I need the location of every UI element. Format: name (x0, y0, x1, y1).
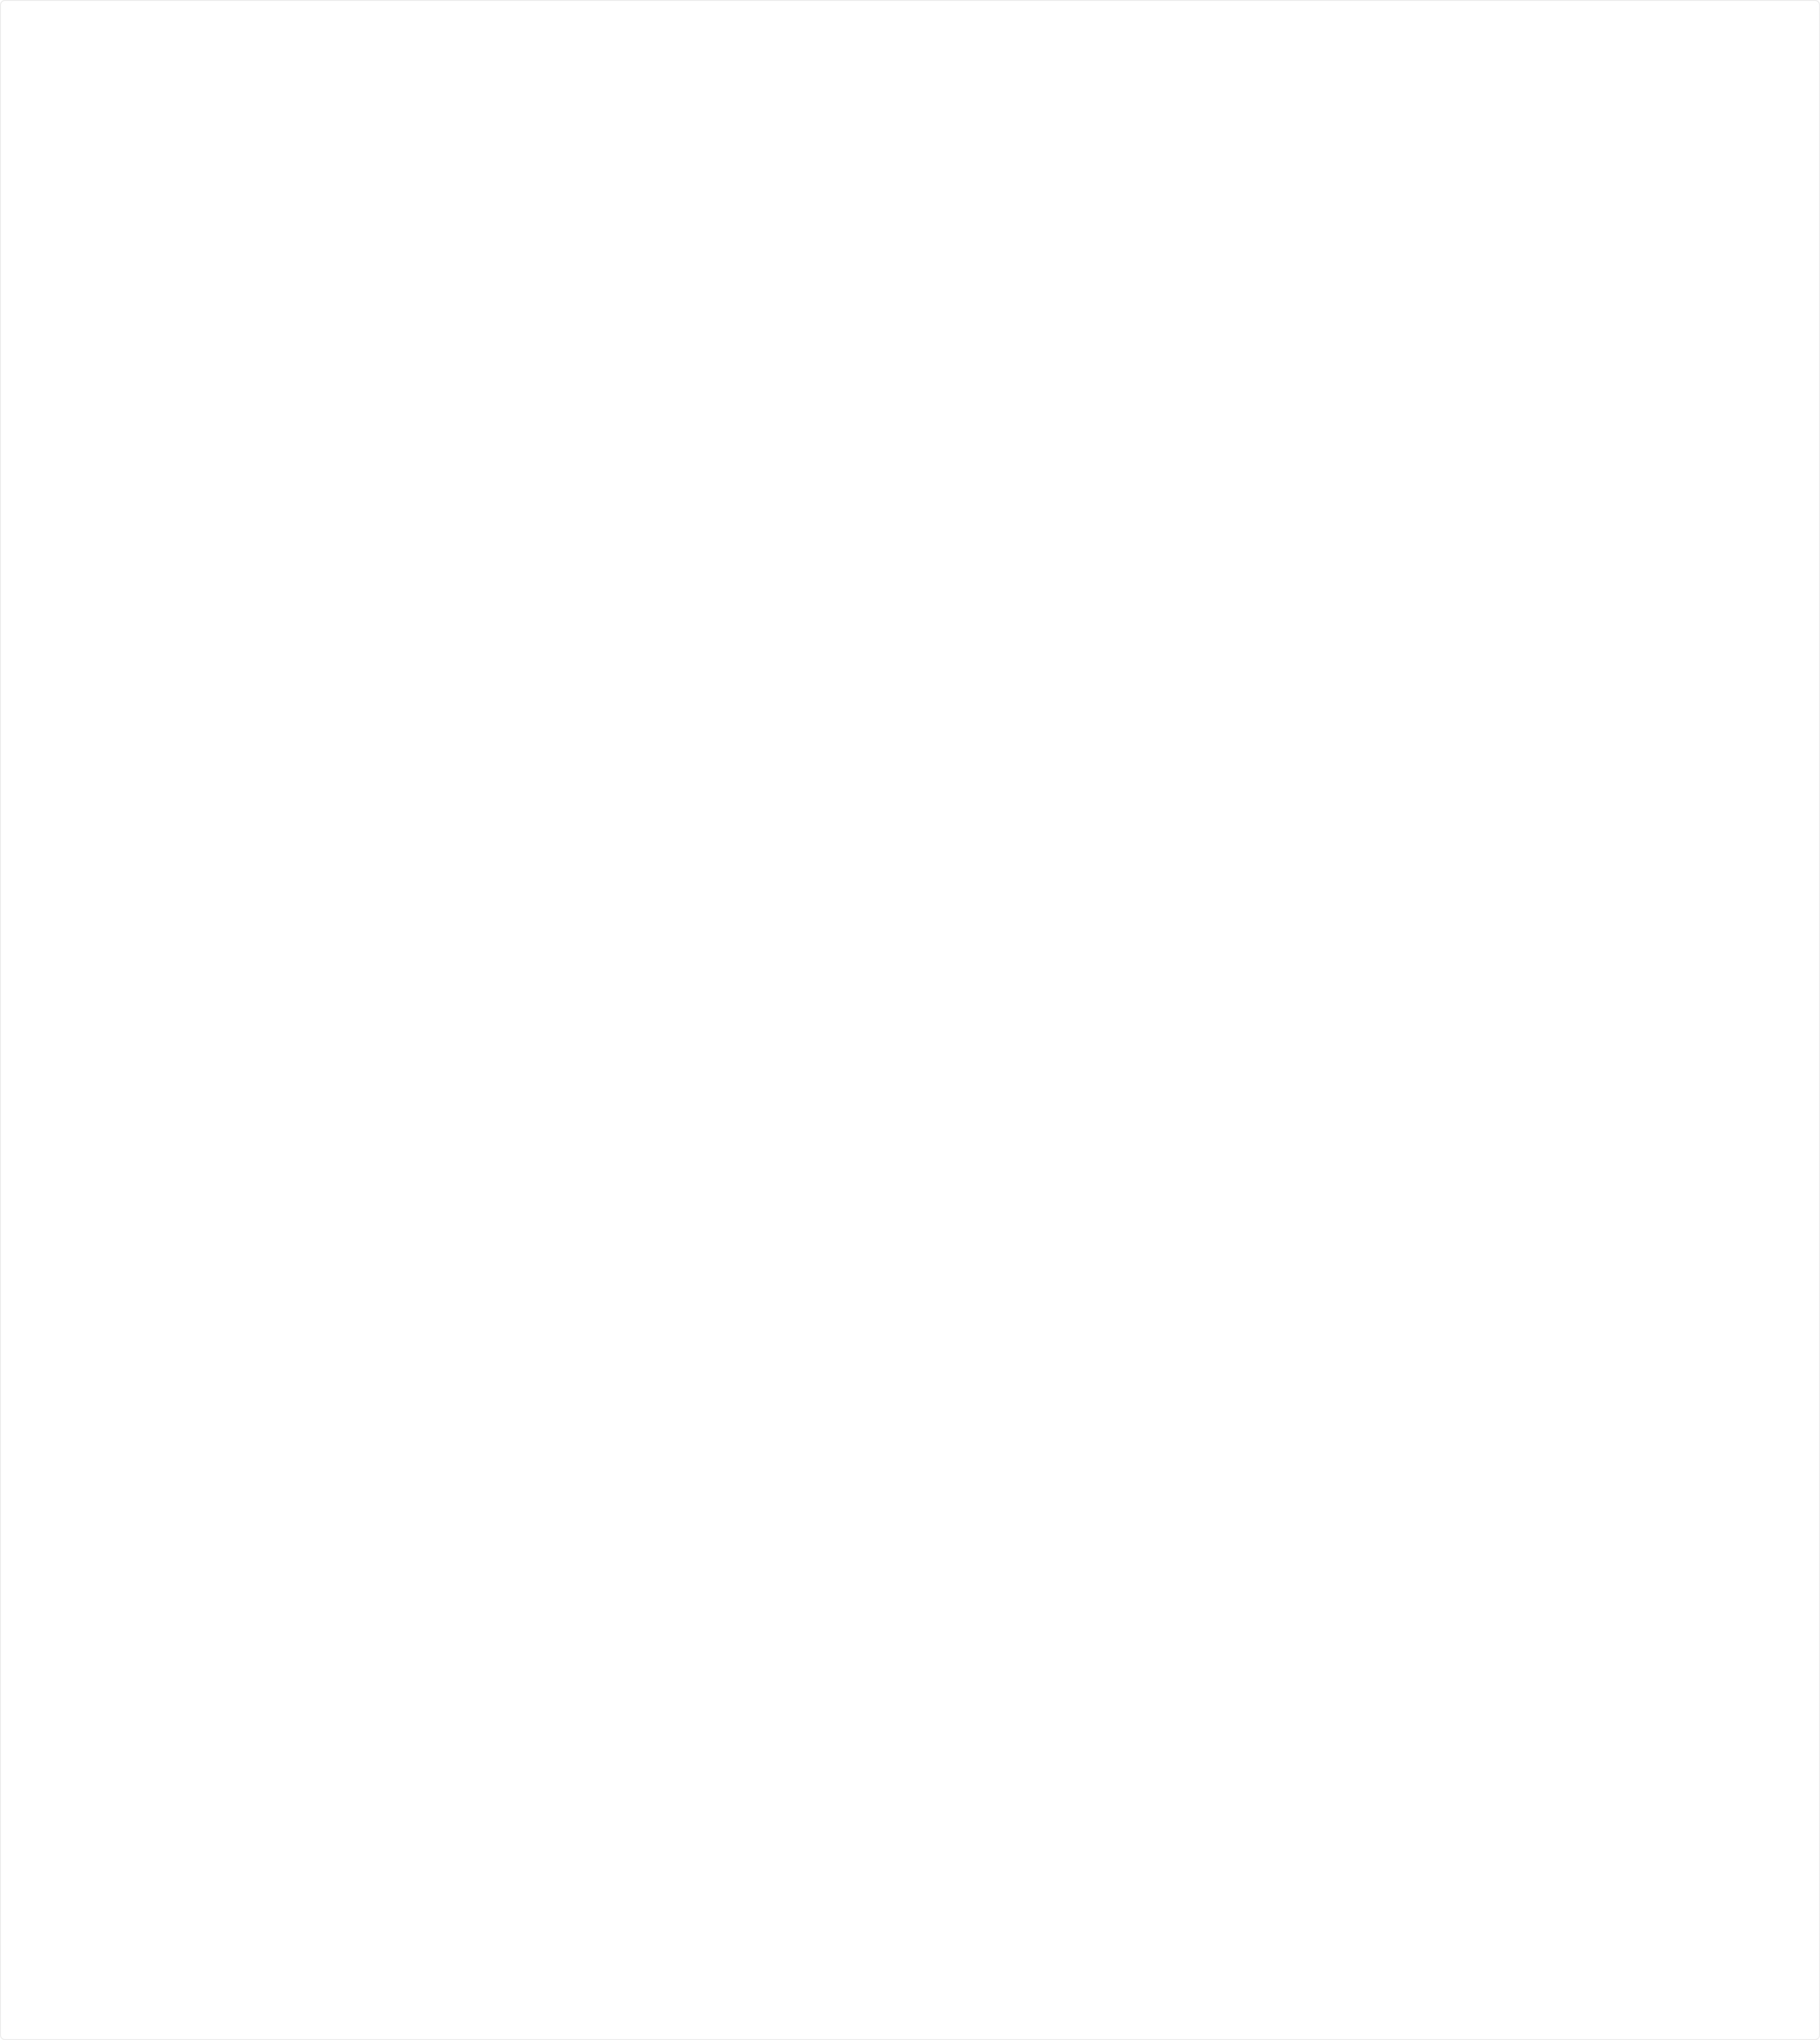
panel-a-viability-chart (903, 1, 1820, 698)
panel-a-dose-response-chart (1, 1, 903, 698)
panel-b-viability-chart (903, 698, 1820, 1410)
panel-a (1, 1, 1820, 698)
panel-b (1, 698, 1820, 1410)
panel-b-dose-response-chart (1, 698, 903, 1410)
panel-c (1, 1410, 1820, 2040)
panel-c-viability-chart (903, 1410, 1820, 2040)
panel-c-dose-response-chart (1, 1410, 903, 2040)
